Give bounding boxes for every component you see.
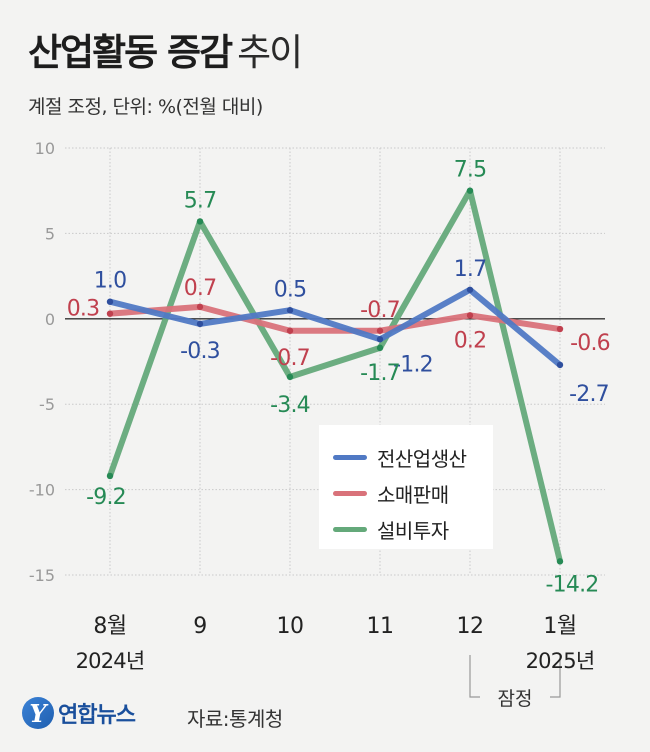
legend-label: 설비투자 <box>377 518 449 543</box>
data-point <box>466 187 474 194</box>
data-label: -3.4 <box>270 393 310 418</box>
data-point <box>196 303 204 311</box>
data-label: 1.0 <box>94 269 127 294</box>
data-point <box>286 327 294 334</box>
data-point <box>196 218 204 225</box>
y-tick-label: -10 <box>29 481 55 500</box>
legend-item: 소매판매 <box>333 475 493 511</box>
data-point <box>466 312 474 319</box>
data-point <box>196 320 204 328</box>
x-tick-label: 1월 <box>543 614 576 639</box>
data-label: 0.5 <box>274 277 307 302</box>
data-label: 1.7 <box>454 257 487 282</box>
legend-item: 설비투자 <box>333 511 493 547</box>
legend-swatch <box>333 526 367 532</box>
legend-label: 소매판매 <box>377 482 449 507</box>
chart-title: 산업활동 증감 추이 <box>28 22 303 76</box>
legend-swatch <box>333 490 367 496</box>
x-tick-label: 11 <box>367 614 394 639</box>
x-tick-label: 9 <box>193 614 207 639</box>
series-line <box>107 286 563 368</box>
provisional-bracket <box>469 655 561 698</box>
data-point <box>556 325 564 333</box>
data-point <box>106 310 114 317</box>
data-point <box>556 361 564 369</box>
data-label: 7.5 <box>454 158 487 183</box>
data-point <box>286 373 294 381</box>
data-label: -1.7 <box>360 361 400 386</box>
x-tick-label: 10 <box>277 614 304 639</box>
logo-mark-icon: Y <box>22 697 54 729</box>
data-label: 5.7 <box>184 188 217 213</box>
data-point <box>286 307 294 314</box>
data-point <box>376 327 384 334</box>
series-line <box>107 187 563 565</box>
legend-swatch <box>333 454 367 460</box>
data-point <box>106 472 114 480</box>
data-label: -0.7 <box>270 346 310 371</box>
data-point <box>466 286 474 293</box>
y-tick-label: -15 <box>29 566 55 585</box>
provisional-label: 잠정 <box>498 688 533 710</box>
x-year-label: 2024년 <box>76 649 145 673</box>
data-label: -0.6 <box>570 331 610 356</box>
y-tick-label: 5 <box>45 224 55 243</box>
data-label: 0.2 <box>454 328 487 353</box>
legend-label: 전산업생산 <box>377 446 467 471</box>
data-label: -2.7 <box>569 382 609 407</box>
y-tick-label: 10 <box>35 139 55 158</box>
y-tick-label: 0 <box>45 310 55 329</box>
data-label: -1.2 <box>393 352 433 377</box>
data-label: -0.3 <box>180 339 220 364</box>
y-tick-label: -5 <box>39 395 55 414</box>
data-label: 0.7 <box>184 276 217 301</box>
logo-text: 연합뉴스 <box>58 703 136 728</box>
title-light: 추이 <box>237 31 303 74</box>
x-year-label: 2025년 <box>526 649 595 673</box>
legend: 전산업생산 소매판매 설비투자 <box>319 425 493 549</box>
title-bold: 산업활동 증감 <box>28 31 233 74</box>
data-label: -14.2 <box>546 572 599 597</box>
data-point <box>376 344 384 352</box>
source-credit: 자료:통계청 <box>187 707 283 731</box>
legend-item: 전산업생산 <box>333 439 493 475</box>
data-point <box>106 298 114 305</box>
yonhap-logo: Y 연합뉴스 <box>22 697 136 729</box>
data-label: -0.7 <box>360 298 400 323</box>
data-label: 0.3 <box>67 297 100 322</box>
x-tick-label: 12 <box>457 614 484 639</box>
chart-subtitle: 계절 조정, 단위: %(전월 대비) <box>28 96 263 118</box>
series-line <box>107 303 563 334</box>
data-point <box>556 558 564 565</box>
x-tick-label: 8월 <box>93 614 126 639</box>
data-point <box>376 336 384 343</box>
data-label: -9.2 <box>86 485 126 510</box>
